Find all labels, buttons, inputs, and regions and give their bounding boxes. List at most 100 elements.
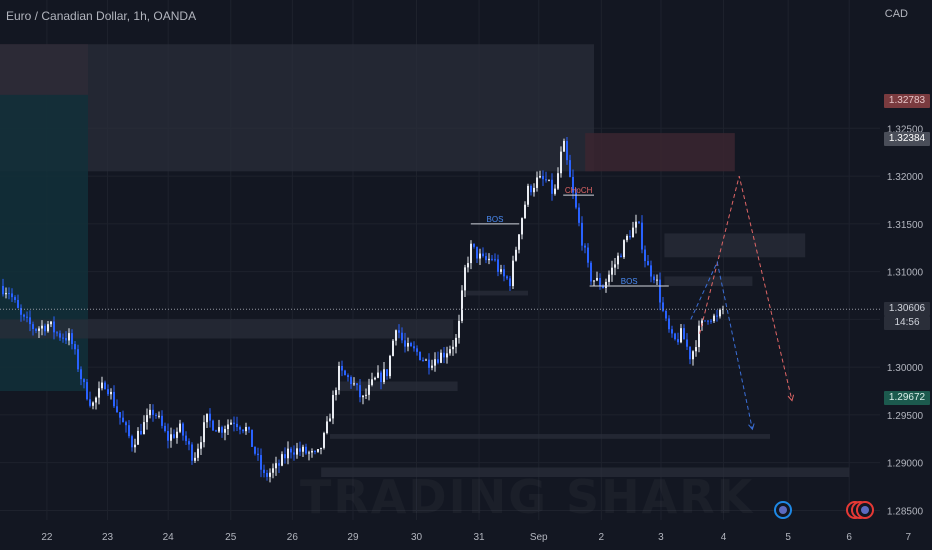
candle-body-152 (458, 320, 460, 338)
candle-body-61 (185, 435, 187, 442)
ytick-label-0: 1.28500 (887, 506, 924, 517)
bottom-event-badges[interactable] (774, 501, 874, 519)
annotation-label-2: BOS (621, 277, 638, 286)
candle-body-77 (233, 422, 235, 424)
candle-body-149 (449, 349, 451, 354)
candle-body-136 (410, 343, 412, 347)
candle-body-56 (170, 434, 172, 441)
candle-body-143 (431, 365, 433, 368)
candle-body-103 (311, 450, 313, 453)
candle-body-106 (320, 447, 322, 450)
xtick-label-4: 26 (287, 532, 299, 543)
candle-body-34 (104, 382, 106, 390)
candle-body-115 (347, 375, 349, 378)
candle-body-207 (623, 240, 625, 258)
candle-body-9 (29, 317, 31, 325)
candle-body-118 (356, 383, 358, 386)
candle-body-41 (125, 422, 127, 426)
candle-body-14 (44, 325, 46, 332)
candle-body-214 (644, 249, 646, 262)
candle-body-164 (494, 259, 496, 261)
candle-body-24 (74, 344, 76, 350)
candle-body-160 (482, 253, 484, 257)
candle-body-38 (116, 406, 118, 413)
candle-body-57 (173, 434, 175, 438)
candle-body-179 (539, 175, 541, 178)
candle-body-113 (341, 365, 343, 371)
candle-body-89 (269, 472, 271, 477)
candle-body-134 (404, 340, 406, 347)
candle-body-37 (113, 391, 115, 407)
candle-body-135 (407, 343, 409, 347)
candle-body-127 (383, 369, 385, 383)
chart-title: Euro / Canadian Dollar, 1h, OANDA (6, 9, 197, 23)
xtick-label-7: 31 (474, 532, 486, 543)
candle-body-35 (107, 389, 109, 395)
candle-body-75 (227, 424, 229, 430)
candle-body-213 (641, 222, 643, 250)
candle-body-159 (479, 253, 481, 259)
candle-body-154 (464, 267, 466, 291)
candle-body-133 (401, 332, 403, 341)
candle-body-1 (5, 293, 7, 295)
candle-body-198 (596, 277, 598, 281)
candle-body-235 (707, 320, 709, 322)
ytick-label-5: 1.31000 (887, 268, 924, 279)
candle-body-20 (62, 337, 64, 339)
candle-body-209 (629, 235, 631, 238)
candle-body-184 (554, 188, 556, 194)
ytick-label-1: 1.29000 (887, 459, 924, 470)
candle-body-196 (590, 262, 592, 282)
candle-body-39 (119, 412, 121, 418)
candle-body-53 (161, 415, 163, 426)
time-axis[interactable]: 22 23 24 25 26 29 30 31 Sep 2 3 4 5 6 7 (41, 532, 911, 543)
xtick-label-3: 25 (225, 532, 237, 543)
candle-body-86 (260, 455, 262, 470)
candle-body-32 (98, 388, 100, 398)
candle-body-181 (545, 179, 547, 181)
candle-body-108 (326, 421, 328, 434)
candle-body-150 (452, 346, 454, 350)
candle-body-142 (428, 359, 430, 368)
candle-body-66 (200, 442, 202, 449)
candle-body-208 (626, 235, 628, 241)
event-badge-dot-3 (861, 506, 869, 514)
candle-body-87 (263, 469, 265, 473)
candle-body-82 (248, 426, 250, 430)
candle-body-183 (551, 179, 553, 194)
candle-body-11 (35, 329, 37, 331)
candle-body-69 (209, 413, 211, 421)
zone-neutral-7 (0, 319, 454, 339)
event-badge-dot-0 (779, 506, 787, 514)
candle-body-204 (614, 264, 616, 268)
candle-body-194 (584, 245, 586, 248)
candle-body-22 (68, 333, 70, 341)
candle-body-112 (338, 365, 340, 391)
candle-body-180 (542, 175, 544, 180)
candle-body-205 (617, 255, 619, 265)
zone-neutral-6 (466, 290, 528, 296)
candle-body-166 (500, 269, 502, 272)
annotation-label-0: BOS (487, 215, 504, 224)
candle-body-19 (59, 333, 61, 338)
candle-body-190 (572, 176, 574, 193)
candle-body-131 (395, 330, 397, 341)
candle-body-74 (224, 429, 226, 433)
candle-body-100 (302, 446, 304, 452)
candle-body-232 (698, 325, 700, 348)
candle-body-68 (206, 413, 208, 423)
candle-body-54 (164, 425, 166, 432)
candle-body-8 (26, 316, 28, 318)
candle-body-121 (365, 394, 367, 396)
candle-body-137 (413, 346, 415, 349)
candle-body-65 (197, 448, 199, 458)
candle-body-145 (437, 359, 439, 363)
candle-body-155 (467, 263, 469, 268)
candle-body-119 (359, 385, 361, 398)
candle-body-94 (284, 454, 286, 459)
candle-body-221 (665, 310, 667, 319)
candle-body-18 (56, 332, 58, 334)
candle-body-28 (86, 382, 88, 400)
xtick-label-11: 4 (721, 532, 727, 543)
